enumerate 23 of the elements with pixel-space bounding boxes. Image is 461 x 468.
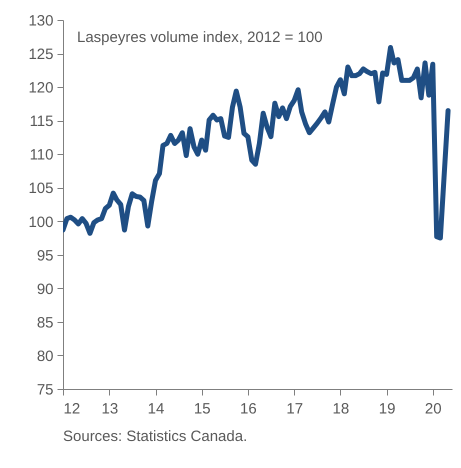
y-tick-label: 90 bbox=[36, 280, 54, 298]
y-tick-label: 115 bbox=[30, 113, 54, 130]
y-axis-title: Laspeyres volume index, 2012 = 100 bbox=[77, 29, 323, 46]
y-tick-label: 95 bbox=[36, 247, 54, 264]
x-tick-label: 18 bbox=[332, 400, 350, 418]
y-tick-label: 105 bbox=[28, 180, 54, 198]
y-tick-label: 130 bbox=[28, 12, 54, 30]
x-tick-label: 19 bbox=[378, 400, 396, 418]
y-tick-label: 120 bbox=[28, 80, 54, 97]
x-tick-label: 17 bbox=[286, 400, 304, 418]
x-tick-label: 16 bbox=[240, 400, 257, 418]
y-tick-label: 80 bbox=[36, 348, 54, 365]
source-note: Sources: Statistics Canada. bbox=[63, 428, 248, 445]
x-tick-label: 14 bbox=[148, 400, 164, 418]
x-tick-label: 20 bbox=[424, 400, 442, 418]
x-tick-label: 15 bbox=[194, 400, 211, 418]
y-tick-label: 85 bbox=[36, 314, 54, 332]
y-tick-label: 100 bbox=[28, 214, 54, 231]
y-tick-label: 110 bbox=[30, 146, 54, 164]
x-tick-label: 12 bbox=[64, 400, 80, 418]
y-tick-label: 125 bbox=[28, 46, 54, 64]
y-tick-label: 75 bbox=[36, 382, 54, 398]
x-tick-label: 13 bbox=[101, 400, 118, 418]
